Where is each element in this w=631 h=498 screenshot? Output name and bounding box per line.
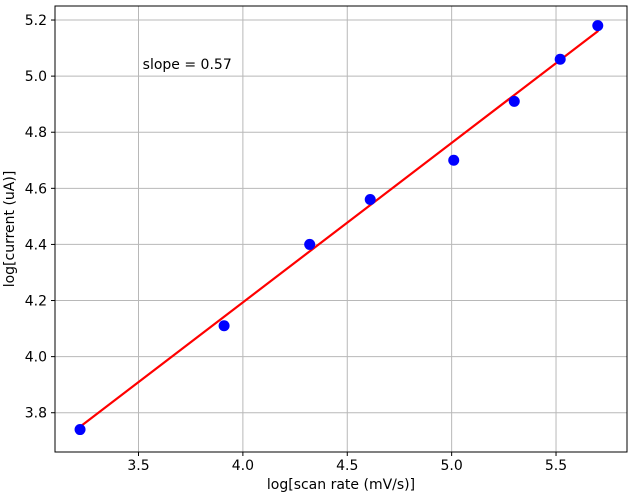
data-point: [74, 424, 86, 436]
data-point: [554, 53, 566, 65]
x-tick-label: 5.5: [545, 458, 567, 474]
y-tick-label: 4.2: [25, 294, 47, 310]
data-point: [218, 320, 230, 332]
trend-line: [78, 30, 599, 428]
data-point: [508, 95, 520, 107]
x-tick-label: 3.5: [127, 458, 149, 474]
y-tick-label: 4.6: [25, 181, 47, 197]
y-tick-label: 4.0: [25, 350, 47, 366]
y-axis-label: log[current (uA)]: [2, 170, 18, 288]
data-point: [592, 20, 604, 32]
y-tick-label: 5.2: [25, 13, 47, 29]
plot-frame: [54, 5, 628, 453]
y-tick-label: 4.8: [25, 125, 47, 141]
x-tick-label: 5.0: [441, 458, 463, 474]
data-point: [304, 238, 316, 250]
data-point: [448, 154, 460, 166]
data-point: [364, 194, 376, 206]
x-tick-label: 4.5: [336, 458, 358, 474]
y-tick-label: 3.8: [25, 406, 47, 422]
y-tick-label: 4.4: [25, 237, 47, 253]
y-tick-label: 5.0: [25, 69, 47, 85]
slope-annotation: slope = 0.57: [142, 56, 232, 73]
x-axis-label: log[scan rate (mV/s)]: [266, 477, 416, 493]
x-tick-label: 4.0: [232, 458, 254, 474]
